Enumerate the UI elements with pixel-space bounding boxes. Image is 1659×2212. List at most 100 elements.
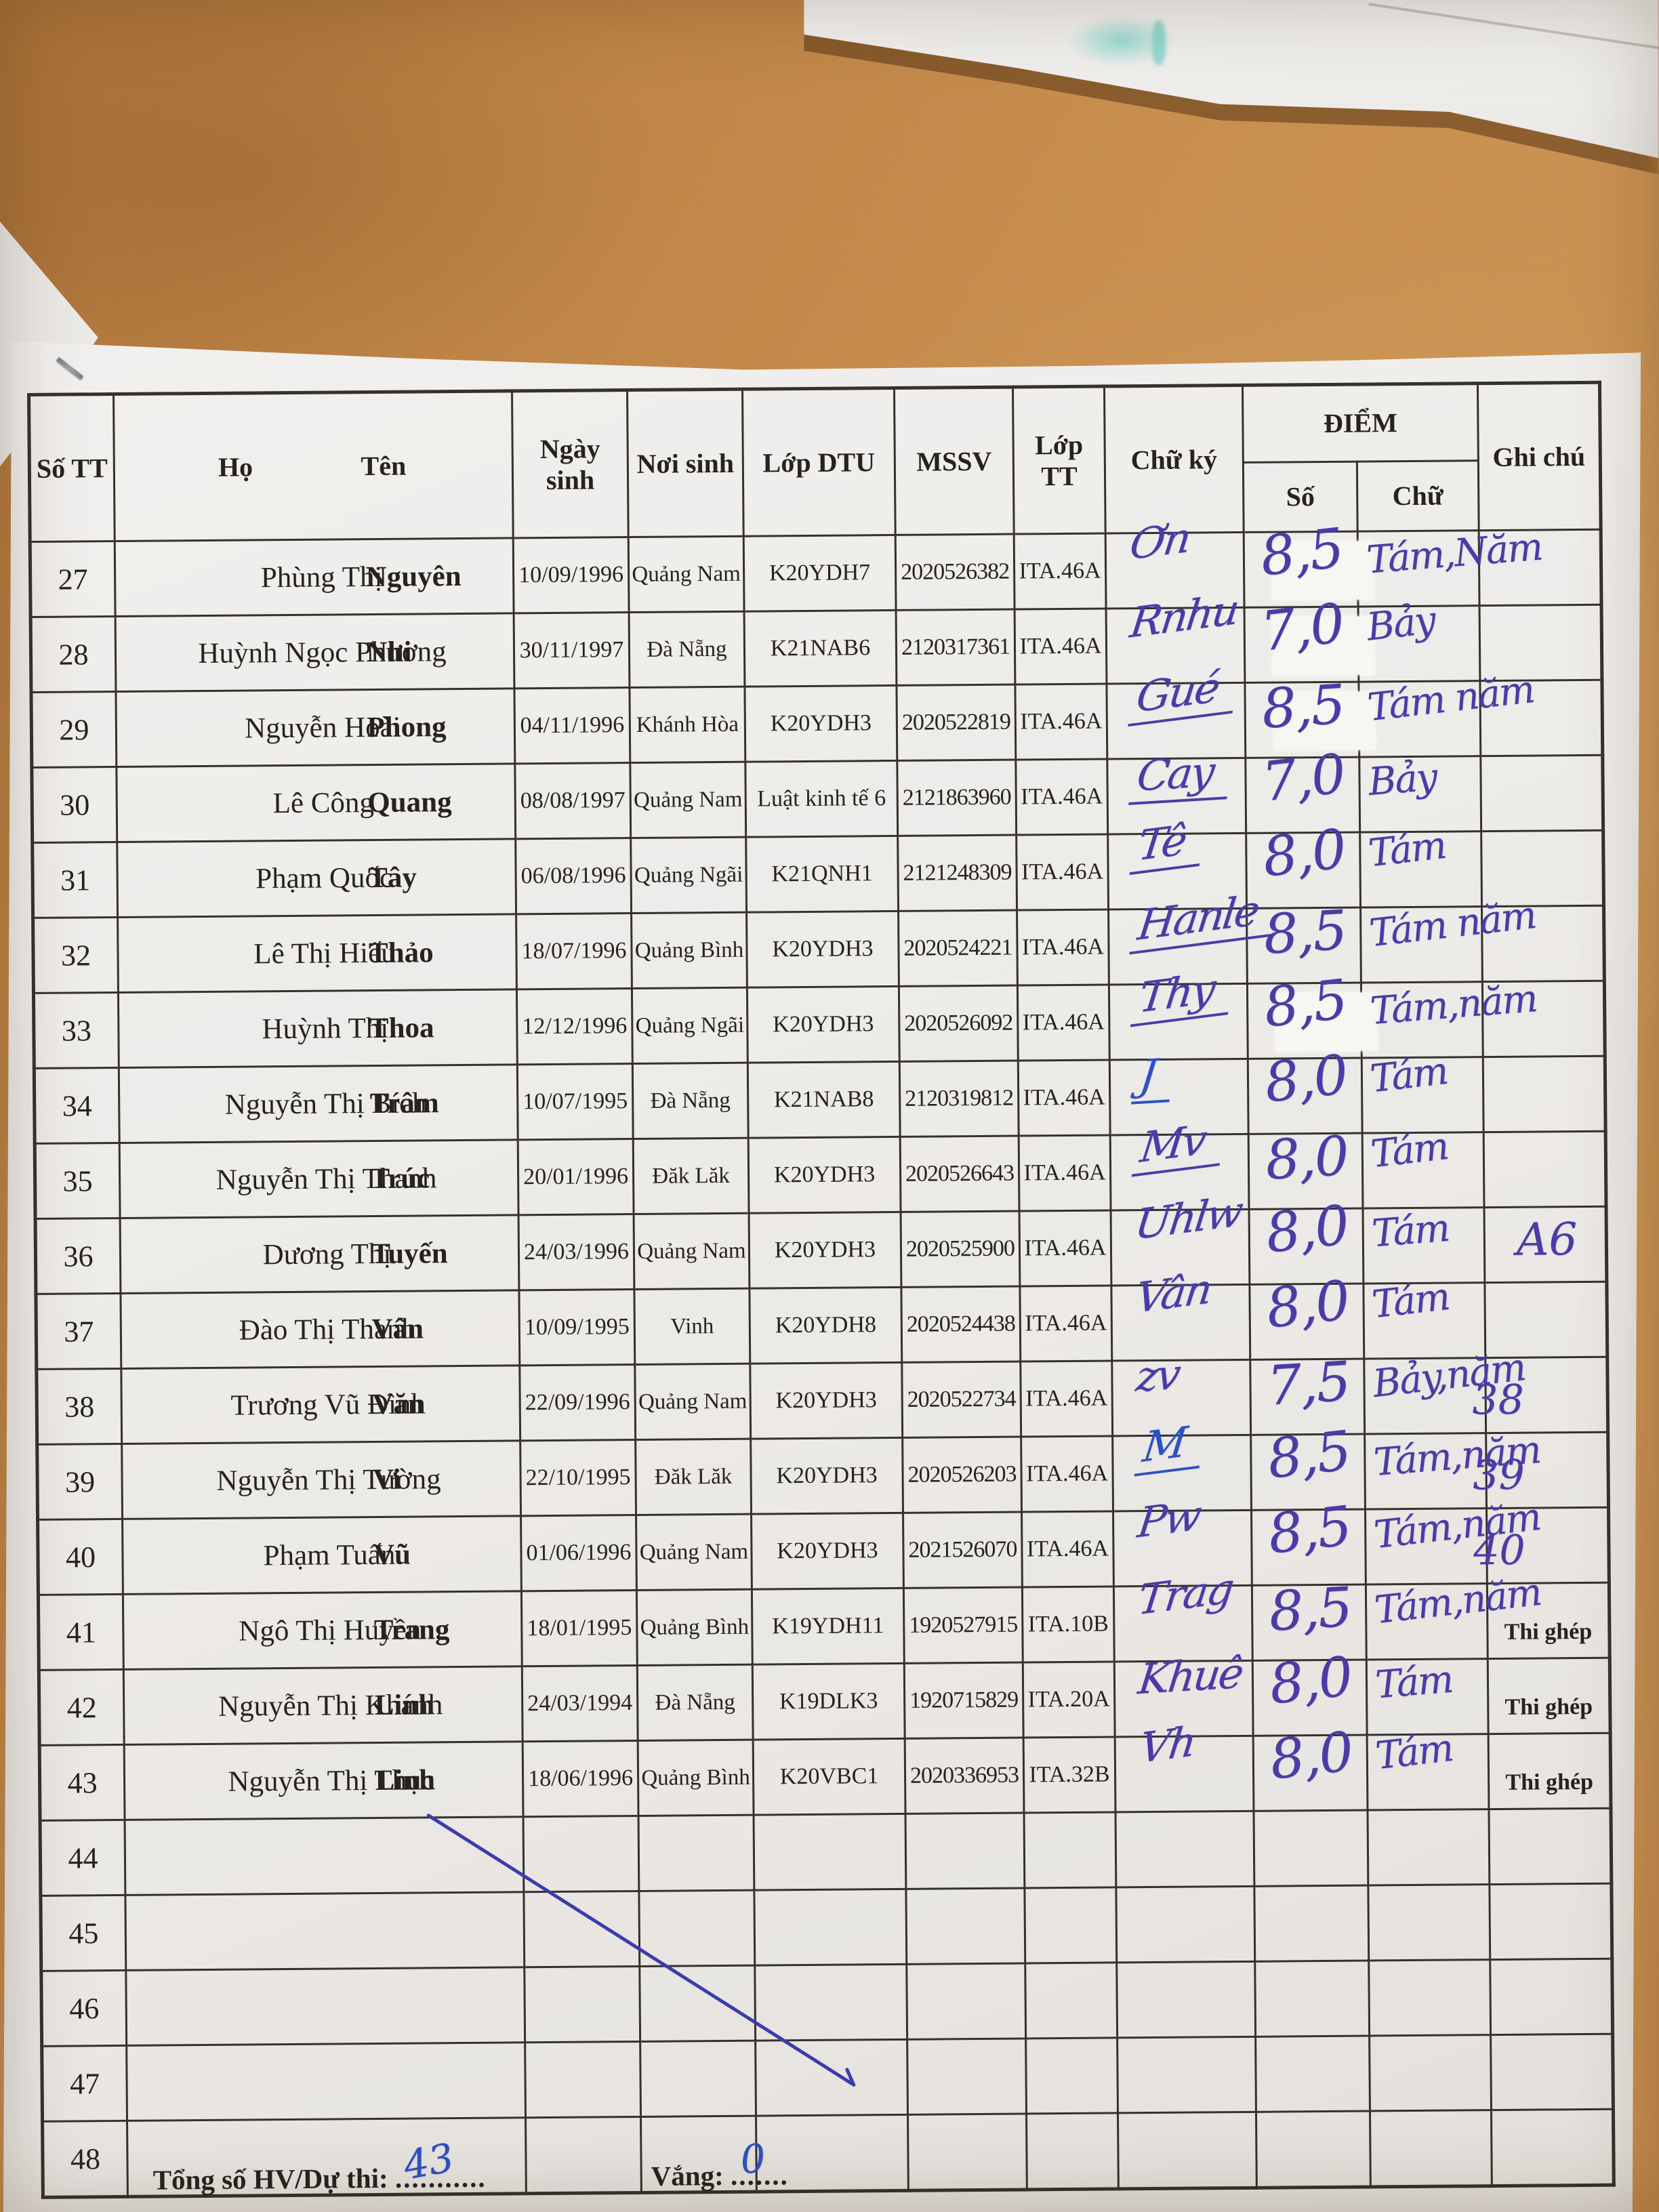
cell-diem-so: 8,0 <box>1248 1124 1364 1210</box>
cell-ho-ten: Ngô Thị Huyền Trang <box>123 1591 523 1670</box>
cell-lop-dtu: K19DLK3 <box>752 1663 905 1740</box>
cell-mssv: 1920715829 <box>904 1662 1024 1739</box>
cell-ho-ten: Nguyễn Thị Khánh Linh <box>123 1666 523 1745</box>
handwritten-score-words: Bảy <box>1366 755 1438 804</box>
cell-empty <box>905 1888 1025 1965</box>
cell-noi-sinh: Đăk Lăk <box>635 1439 752 1515</box>
header-diem-chu: Chữ <box>1357 460 1479 532</box>
cell-empty <box>1024 1887 1117 1964</box>
total-attended-label: Tổng số HV/Dự thi: <box>152 2162 388 2196</box>
cell-diem-chu: Bảy,năm 38 <box>1364 1345 1527 1435</box>
cell-noi-sinh: Đà Nẵng <box>637 1664 754 1741</box>
cell-diem-so: 7,0 <box>1244 592 1374 683</box>
cell-ho-ten: Nguyễn Thị Thanh Trúc <box>119 1139 519 1218</box>
cell-empty <box>639 1965 756 2042</box>
cell-ho-ten: Nguyễn Thị Thục Linh <box>124 1741 524 1820</box>
cell-lop-tt: ITA.46A <box>1015 758 1108 836</box>
given-name-text: Vân <box>371 1312 424 1345</box>
cell-stt: 38 <box>36 1368 122 1445</box>
cell-ghi-chu <box>1482 981 1605 1057</box>
name-wrap: Lê Công Quang <box>118 785 514 821</box>
cell-stt: 47 <box>41 2045 127 2122</box>
header-ghi-chu: Ghi chú <box>1477 382 1601 531</box>
cell-chu-ky: zv <box>1111 1349 1251 1436</box>
cell-mssv: 2020526092 <box>899 985 1019 1062</box>
table-row: 37 Đào Thị Thanh Vân 10/09/1995 Vinh K20YDH8 2… <box>35 1264 1607 1370</box>
cell-mssv: 2020524438 <box>901 1286 1021 1363</box>
cell-ngay-sinh: 30/11/1997 <box>514 612 630 689</box>
cell-ho-ten: Trương Vũ Đình Văn <box>121 1365 520 1444</box>
total-absent: Vắng: ....... 0 <box>651 2135 789 2192</box>
cell-empty <box>125 1967 525 2046</box>
header-ten-label: Tên <box>361 450 407 481</box>
given-name-text: Thảo <box>368 936 434 969</box>
cell-chu-ky: Uhlw <box>1111 1187 1250 1286</box>
handwritten-note: A6 <box>1516 1213 1578 1266</box>
cell-chu-ky: Trag <box>1113 1563 1253 1662</box>
cell-mssv: 2020526643 <box>900 1136 1020 1212</box>
cell-diem-chu: Tám <box>1363 1206 1485 1284</box>
cell-empty <box>1490 1959 1613 2035</box>
cell-diem-chu: Tám <box>1366 1658 1489 1736</box>
cell-diem-chu: Bảy <box>1358 598 1480 682</box>
given-name-text: Trang <box>373 1613 450 1646</box>
cell-ngay-sinh: 18/07/1996 <box>516 913 632 989</box>
name-wrap: Nguyễn Thị Bích Trâm <box>120 1086 516 1122</box>
given-name-text: Thoa <box>369 1011 434 1044</box>
cell-stt: 29 <box>30 691 117 768</box>
cell-ghi-chu <box>1481 905 1605 982</box>
printed-note: Thi ghép <box>1504 1618 1593 1645</box>
cell-lop-dtu: K19YDH11 <box>752 1588 905 1665</box>
header-noi-sinh: Nơi sinh <box>627 389 744 537</box>
name-wrap: Huỳnh Thị Thoa <box>119 1010 516 1047</box>
cell-empty <box>638 1815 754 1891</box>
cell-diem-so: 7,0 <box>1245 742 1360 834</box>
cell-diem-chu: Tám <box>1359 823 1482 908</box>
header-row-1: Số TT Họ Tên Ngày sinh Nơi sinh Lớp DTU … <box>28 382 1601 542</box>
total-attended: Tổng số HV/Dự thi: ........... 43 <box>152 2134 487 2196</box>
cell-empty <box>1255 2036 1370 2112</box>
cell-empty <box>638 1890 755 1967</box>
cell-ngay-sinh: 10/07/1995 <box>517 1063 634 1140</box>
table-row: 36 Dương Thị Tuyến 24/03/1996 Quảng Nam K20YD… <box>35 1187 1607 1294</box>
cell-lop-dtu: K20YDH3 <box>749 1212 901 1289</box>
header-mssv: MSSV <box>894 387 1015 535</box>
cell-ghi-chu <box>1483 1056 1606 1132</box>
cell-ngay-sinh: 08/08/1997 <box>514 762 631 839</box>
cell-diem-chu: Tám,năm <box>1366 1570 1542 1660</box>
cell-empty <box>524 1966 640 2043</box>
table-row-empty: 45 <box>40 1883 1612 1971</box>
cell-mssv: 2121248309 <box>897 835 1017 912</box>
cell-diem-so: 8,0 <box>1253 1720 1368 1811</box>
cell-stt: 27 <box>30 541 116 617</box>
cell-empty <box>755 2039 908 2116</box>
cell-diem-chu: Tám năm <box>1360 893 1538 983</box>
cell-ho-ten: Huỳnh Thị Thoa <box>118 989 518 1068</box>
header-chu-ky: Chữ ký <box>1104 385 1244 534</box>
cell-diem-chu: Tám <box>1363 1275 1486 1359</box>
given-name-text: Văn <box>372 1387 424 1420</box>
whiteout-patch <box>1273 691 1375 751</box>
cell-diem-so: 8,5 <box>1252 1576 1367 1661</box>
cell-chu-ky: Vân <box>1111 1264 1250 1361</box>
header-ho-ten: Họ Tên <box>113 390 514 541</box>
cell-lop-dtu: K21NAB6 <box>744 610 897 687</box>
table-body: 27 Phùng Thị Nguyên 10/09/1996 Quảng Nam K20Y… <box>30 513 1614 2198</box>
cell-ho-ten: Lê Công Quang <box>116 763 516 842</box>
cell-ho-ten: Phạm Quốc Tây <box>117 838 516 918</box>
cell-ghi-chu <box>1480 755 1603 832</box>
cell-lop-tt: ITA.46A <box>1015 609 1107 685</box>
cell-noi-sinh: Quảng Bình <box>638 1740 754 1816</box>
header-diem: ĐIỂM <box>1242 383 1479 463</box>
cell-ghi-chu <box>1479 529 1602 606</box>
cell-empty <box>1489 1883 1612 1960</box>
cell-empty <box>1025 1962 1118 2039</box>
score-table: Số TT Họ Tên Ngày sinh Nơi sinh Lớp DTU … <box>27 380 1616 2199</box>
cell-lop-tt: ITA.46A <box>1017 909 1109 986</box>
cell-chu-ky: Pw <box>1113 1490 1252 1586</box>
cell-empty <box>1115 1886 1255 1963</box>
cell-empty <box>1115 1811 1254 1887</box>
cell-noi-sinh: Quảng Bình <box>636 1589 753 1666</box>
given-name-text: Vũ <box>373 1538 411 1571</box>
